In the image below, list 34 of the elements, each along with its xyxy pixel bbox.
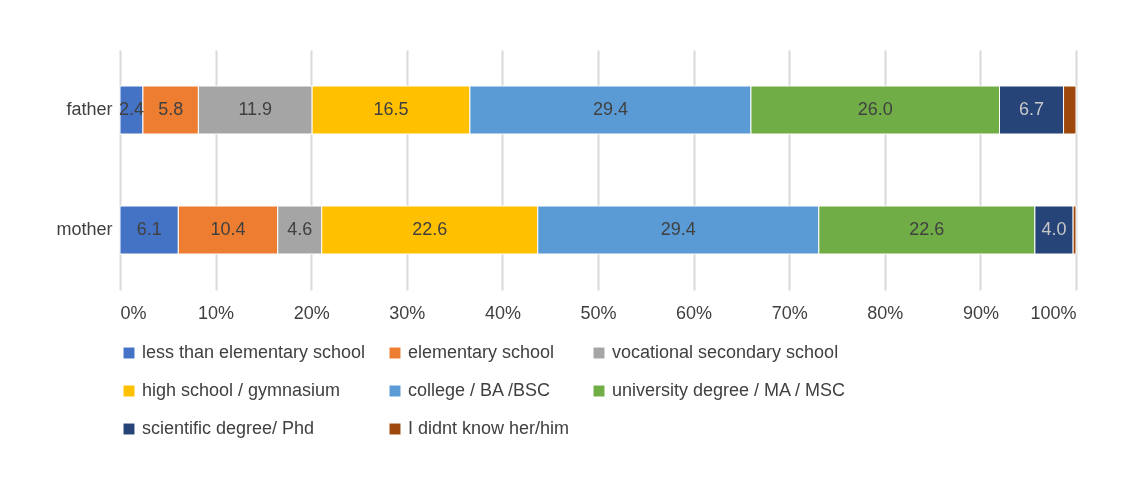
legend-label: scientific degree/ Phd xyxy=(142,418,315,438)
data-label: 22.6 xyxy=(909,219,945,239)
x-tick-label: 100% xyxy=(1030,302,1077,323)
legend-label: high school / gymnasium xyxy=(142,380,341,400)
data-label: 22.6 xyxy=(412,219,448,239)
data-label: 29.4 xyxy=(592,99,628,119)
legend-label: university degree / MA / MSC xyxy=(612,380,846,400)
x-tick-label: 90% xyxy=(962,302,999,323)
data-label: 10.4 xyxy=(210,219,246,239)
x-tick-label: 0% xyxy=(120,302,147,323)
legend-label: elementary school xyxy=(408,342,555,362)
y-tick-label: father xyxy=(66,99,113,119)
y-tick-label: mother xyxy=(56,219,113,239)
x-tick-label: 50% xyxy=(580,302,617,323)
data-label: 4.6 xyxy=(287,219,313,239)
data-label: 5.8 xyxy=(158,99,184,119)
data-label: 16.5 xyxy=(373,99,409,119)
data-label: 6.1 xyxy=(136,219,162,239)
data-label: 29.4 xyxy=(660,219,696,239)
x-tick-label: 40% xyxy=(484,302,521,323)
x-tick-label: 10% xyxy=(198,302,235,323)
legend-label: vocational secondary school xyxy=(612,342,839,362)
legend-label: less than elementary school xyxy=(142,342,366,362)
x-tick-label: 20% xyxy=(293,302,330,323)
data-label: 4.0 xyxy=(1041,219,1067,239)
x-tick-label: 60% xyxy=(676,302,713,323)
data-label: 11.9 xyxy=(238,99,273,119)
x-tick-label: 80% xyxy=(867,302,904,323)
legend-label: college / BA /BSC xyxy=(408,380,551,400)
data-label: 6.7 xyxy=(1019,99,1045,119)
data-label: 26.0 xyxy=(857,99,893,119)
x-tick-label: 70% xyxy=(771,302,808,323)
x-tick-label: 30% xyxy=(389,302,426,323)
legend-label: I didnt know her/him xyxy=(408,418,570,438)
